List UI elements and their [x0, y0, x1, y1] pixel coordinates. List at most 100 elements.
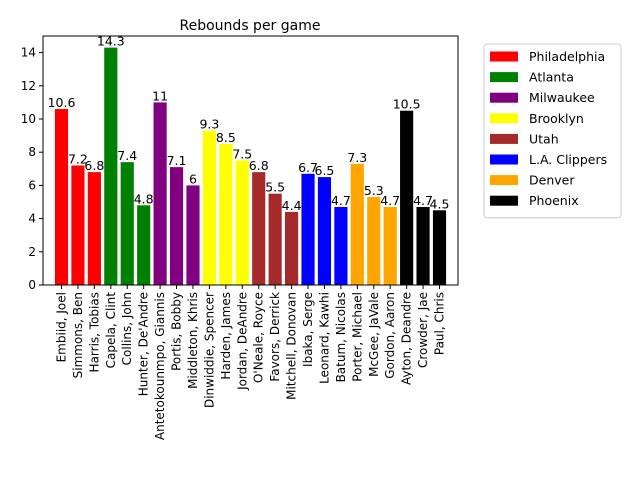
- x-tick-label: Portis, Bobby: [170, 292, 184, 371]
- bar: [202, 130, 216, 285]
- x-tick-label: Harden, James: [219, 292, 233, 380]
- legend-label: Denver: [529, 173, 575, 188]
- legend-swatch: [490, 51, 518, 62]
- legend-label: Philadelphia: [529, 49, 605, 64]
- bar-labels-group: 10.67.26.814.37.44.8117.169.38.57.56.85.…: [48, 34, 450, 213]
- y-tick-label: 0: [28, 278, 36, 292]
- y-tick-label: 14: [21, 46, 36, 60]
- y-tick-label: 8: [28, 145, 36, 159]
- bar: [268, 193, 282, 285]
- x-tick-label: Embiid, Joel: [55, 292, 69, 362]
- legend-swatch: [490, 113, 518, 124]
- x-tick-label: Ibaka, Serge: [301, 292, 315, 367]
- legend-swatch: [490, 92, 518, 103]
- bar-value-label: 7.5: [232, 147, 252, 162]
- legend-label: L.A. Clippers: [529, 152, 607, 167]
- x-tick-label: Capela, Clint: [104, 292, 118, 369]
- x-tick-label: Antetokounmpo, Giannis: [153, 292, 167, 440]
- x-tick-label: Gordon, Aaron: [383, 292, 397, 379]
- legend-swatch: [490, 133, 518, 144]
- x-tick-label: Crowder, Jae: [416, 292, 430, 368]
- x-tick-label: Harris, Tobias: [87, 292, 101, 372]
- bar: [235, 160, 249, 285]
- bar-value-label: 7.3: [347, 150, 367, 165]
- legend-swatch: [490, 175, 518, 186]
- bar-value-label: 5.5: [265, 180, 285, 195]
- bar-value-label: 4.7: [380, 193, 400, 208]
- y-tick-label: 12: [21, 79, 36, 93]
- bar: [219, 143, 233, 285]
- x-tick-label: Collins, John: [120, 292, 134, 365]
- bar: [153, 102, 167, 286]
- x-tick-label: Middleton, Khris: [186, 292, 200, 389]
- legend-swatch: [490, 154, 518, 165]
- bar-value-label: 4.7: [331, 193, 351, 208]
- bar-value-label: 7.2: [68, 151, 88, 166]
- x-tick-label: McGee, JaVale: [367, 292, 381, 377]
- bar-value-label: 6.7: [298, 160, 318, 175]
- legend-label: Milwaukee: [529, 90, 595, 105]
- bar: [317, 177, 332, 285]
- x-tick-label: Favors, Derrick: [268, 292, 282, 382]
- x-tick-label: Hunter, De'Andre: [137, 292, 151, 396]
- bar-value-label: 9.3: [199, 117, 219, 132]
- bar: [120, 162, 134, 285]
- bar: [350, 163, 364, 285]
- legend-swatch: [490, 195, 518, 206]
- x-tick-label: Porter, Michael: [350, 292, 364, 382]
- bar-value-label: 5.3: [364, 183, 384, 198]
- bar-value-label: 7.4: [117, 148, 137, 163]
- bar: [104, 47, 118, 286]
- x-tick-label: O'Neale, Royce: [252, 292, 266, 383]
- bar: [186, 185, 200, 285]
- bar-value-label: 4.4: [282, 198, 302, 213]
- x-tick-label: Dinwiddie, Spencer: [202, 292, 216, 408]
- legend-swatch: [490, 72, 518, 83]
- y-tick-label: 2: [28, 245, 36, 259]
- x-tick-label: Ayton, Deandre: [400, 292, 414, 385]
- x-tick-label: Paul, Chris: [433, 292, 447, 355]
- plot-frame: [42, 35, 459, 286]
- bar: [334, 206, 348, 285]
- bar: [169, 167, 184, 285]
- bar-value-label: 6: [189, 171, 197, 186]
- y-tick-label: 10: [21, 112, 36, 126]
- bar-value-label: 6.5: [315, 163, 335, 178]
- bar-value-label: 10.5: [393, 97, 421, 112]
- bar: [383, 206, 397, 285]
- bar-value-label: 11: [152, 88, 168, 103]
- bar: [301, 173, 315, 285]
- bar-value-label: 6.8: [84, 158, 104, 173]
- x-tick-label: Mitchell, Donovan: [285, 292, 299, 400]
- y-tick-label: 6: [28, 178, 36, 192]
- bar: [400, 110, 414, 285]
- y-tick-label: 4: [28, 212, 36, 226]
- bar: [137, 205, 151, 285]
- bar-value-label: 4.8: [134, 191, 154, 206]
- bar-value-label: 6.8: [249, 158, 269, 173]
- x-tick-label: Leonard, Kawhi: [317, 292, 331, 384]
- x-axis: Embiid, Joel Simmons, Ben Harris, Tobias Ca…: [55, 285, 447, 440]
- bar-value-label: 8.5: [216, 130, 236, 145]
- bar-value-label: 14.3: [97, 34, 125, 49]
- legend-label: Brooklyn: [529, 111, 584, 126]
- bar-value-label: 4.5: [430, 196, 450, 211]
- bars-group: [54, 47, 447, 286]
- x-tick-label: Batum, Nicolas: [334, 292, 348, 382]
- legend-label: Atlanta: [529, 70, 574, 85]
- bar: [416, 206, 430, 285]
- bar-value-label: 10.6: [48, 95, 76, 110]
- legend-frame: [483, 43, 622, 219]
- bar-value-label: 4.7: [413, 193, 433, 208]
- bar: [432, 210, 447, 285]
- x-tick-label: Jordan, DeAndre: [235, 292, 249, 391]
- y-axis: 0 2 4 6 8 10 12 14: [21, 46, 43, 292]
- bar: [71, 165, 85, 285]
- legend-label: Phoenix: [529, 193, 579, 208]
- legend: Philadelphia Atlanta Milwaukee Brooklyn Utah…: [483, 43, 622, 219]
- bar-value-label: 7.1: [167, 153, 187, 168]
- bar: [87, 172, 101, 285]
- x-tick-label: Simmons, Ben: [71, 292, 85, 378]
- legend-label: Utah: [529, 131, 559, 146]
